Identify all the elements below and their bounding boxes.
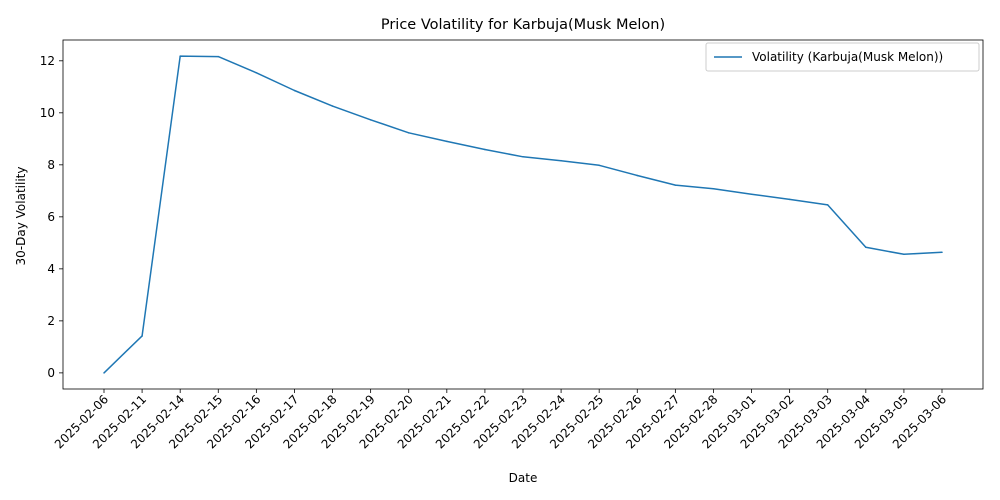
data-point: [712, 188, 715, 190]
y-axis-title: 30-Day Volatility: [14, 167, 28, 266]
legend: Volatility (Karbuja(Musk Melon)): [705, 42, 980, 72]
data-point: [446, 140, 448, 143]
chart-title: Price Volatility for Karbuja(Musk Melon): [381, 17, 665, 33]
data-point: [522, 156, 524, 158]
y-tick-label: 2: [47, 314, 55, 328]
data-point: [217, 55, 220, 58]
data-point: [903, 253, 905, 256]
legend-box: [705, 42, 980, 72]
legend-label: Volatility (Karbuja(Musk Melon)): [752, 50, 943, 64]
data-point: [369, 119, 372, 121]
y-tick-label: 8: [47, 158, 55, 172]
data-point: [331, 105, 334, 107]
data-point: [636, 174, 639, 177]
data-point: [179, 55, 181, 57]
y-tick-label: 10: [40, 106, 55, 120]
data-point: [141, 335, 143, 337]
data-point: [865, 246, 867, 249]
y-tick-label: 4: [47, 262, 55, 276]
data-point: [941, 251, 943, 253]
y-tick-label: 6: [47, 210, 55, 224]
data-point: [293, 89, 296, 92]
data-point: [826, 204, 829, 206]
data-point: [674, 184, 677, 186]
data-point: [560, 159, 562, 162]
x-axis-title: Date: [509, 471, 538, 485]
data-point: [598, 164, 600, 167]
y-tick-label: 12: [40, 54, 55, 68]
data-point: [750, 193, 753, 195]
y-tick-label: 0: [47, 366, 55, 380]
data-point: [103, 372, 105, 374]
data-point: [484, 148, 486, 151]
data-point: [407, 132, 410, 134]
data-point: [788, 198, 791, 201]
data-point: [255, 72, 258, 74]
